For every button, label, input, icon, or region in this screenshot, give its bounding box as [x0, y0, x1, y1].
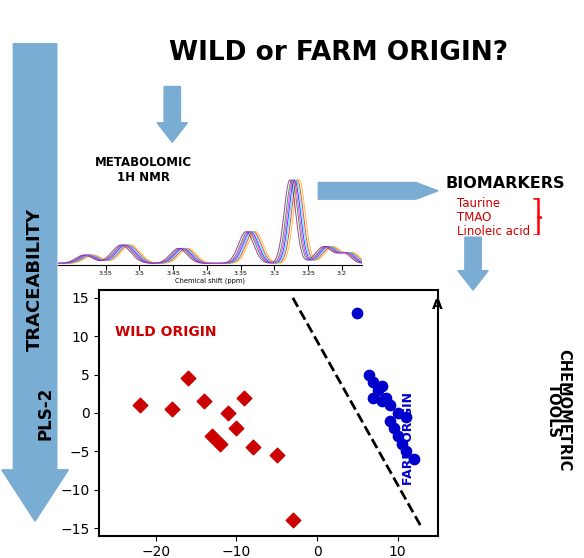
- Point: [393, 431, 402, 440]
- Point: [215, 439, 225, 448]
- Text: METABOLOMIC
1H NMR: METABOLOMIC 1H NMR: [95, 156, 192, 184]
- Text: TOOLS: TOOLS: [545, 383, 561, 437]
- Point: [369, 393, 378, 402]
- Point: [377, 397, 386, 406]
- Text: WILD ORIGIN: WILD ORIGIN: [116, 325, 217, 339]
- Text: FARM ORIGIN: FARM ORIGIN: [402, 392, 415, 485]
- Point: [183, 374, 193, 383]
- Point: [224, 408, 233, 417]
- Point: [240, 393, 249, 402]
- Y-axis label: PLS-2: PLS-2: [37, 386, 55, 440]
- Text: Taurine: Taurine: [457, 197, 500, 210]
- Text: WILD or FARM ORIGIN?: WILD or FARM ORIGIN?: [169, 40, 508, 66]
- Text: TMAO: TMAO: [457, 211, 491, 224]
- Point: [353, 309, 362, 318]
- Point: [401, 412, 411, 421]
- Point: [369, 378, 378, 387]
- Text: A: A: [432, 299, 442, 312]
- Text: TRACEABILITY: TRACEABILITY: [26, 208, 44, 352]
- Point: [389, 424, 398, 433]
- FancyArrow shape: [2, 44, 68, 521]
- Point: [393, 408, 402, 417]
- Point: [135, 401, 144, 410]
- Point: [365, 370, 374, 379]
- Text: BIOMARKERS: BIOMARKERS: [446, 176, 565, 190]
- X-axis label: Chemical shift (ppm): Chemical shift (ppm): [175, 278, 245, 284]
- Point: [373, 386, 382, 395]
- Text: Linoleic acid: Linoleic acid: [457, 225, 530, 238]
- Point: [377, 382, 386, 391]
- Point: [381, 393, 390, 402]
- Point: [167, 405, 176, 413]
- Point: [385, 416, 394, 425]
- Point: [401, 447, 411, 456]
- Point: [207, 431, 217, 440]
- Point: [409, 454, 419, 463]
- Point: [272, 451, 281, 460]
- Point: [200, 397, 209, 406]
- Text: CHEMOMETRIC: CHEMOMETRIC: [556, 349, 571, 472]
- Point: [385, 401, 394, 410]
- Point: [288, 516, 297, 525]
- Point: [232, 424, 241, 433]
- Point: [248, 443, 257, 452]
- Point: [397, 439, 406, 448]
